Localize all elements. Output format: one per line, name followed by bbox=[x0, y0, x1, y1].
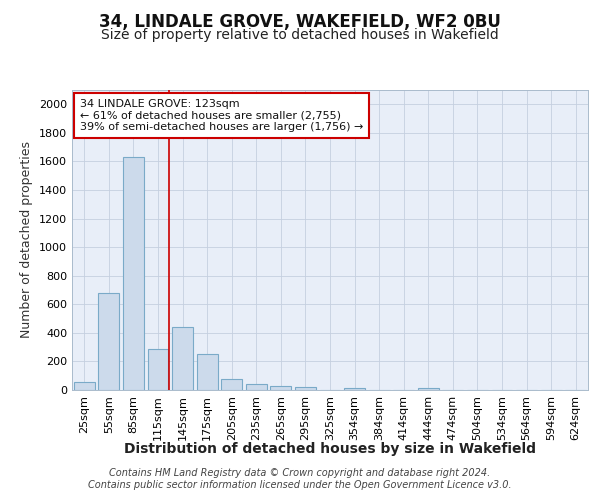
Text: 34, LINDALE GROVE, WAKEFIELD, WF2 0BU: 34, LINDALE GROVE, WAKEFIELD, WF2 0BU bbox=[99, 12, 501, 30]
Bar bbox=[221, 378, 242, 390]
Bar bbox=[197, 354, 218, 390]
Bar bbox=[344, 388, 365, 390]
Bar bbox=[271, 386, 292, 390]
Bar bbox=[172, 327, 193, 390]
Bar bbox=[246, 384, 267, 390]
Bar bbox=[123, 157, 144, 390]
Bar bbox=[148, 348, 169, 390]
Text: Size of property relative to detached houses in Wakefield: Size of property relative to detached ho… bbox=[101, 28, 499, 42]
Y-axis label: Number of detached properties: Number of detached properties bbox=[20, 142, 34, 338]
Text: Contains HM Land Registry data © Crown copyright and database right 2024.: Contains HM Land Registry data © Crown c… bbox=[109, 468, 491, 477]
Text: Contains public sector information licensed under the Open Government Licence v3: Contains public sector information licen… bbox=[88, 480, 512, 490]
Text: Distribution of detached houses by size in Wakefield: Distribution of detached houses by size … bbox=[124, 442, 536, 456]
Bar bbox=[418, 388, 439, 390]
Bar bbox=[74, 382, 95, 390]
Text: 34 LINDALE GROVE: 123sqm
← 61% of detached houses are smaller (2,755)
39% of sem: 34 LINDALE GROVE: 123sqm ← 61% of detach… bbox=[80, 99, 363, 132]
Bar bbox=[295, 387, 316, 390]
Bar bbox=[98, 293, 119, 390]
